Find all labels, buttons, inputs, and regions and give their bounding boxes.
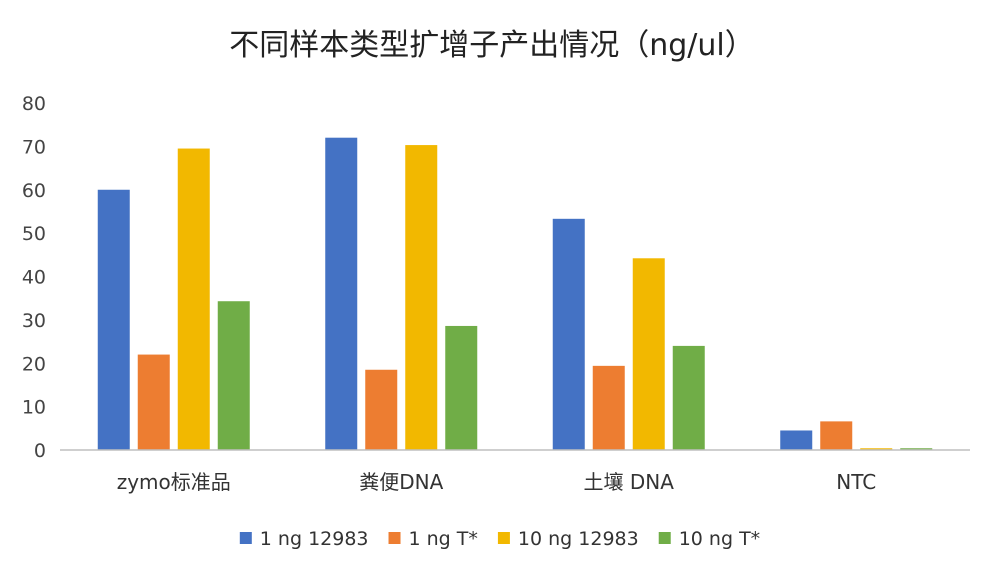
bar (672, 345, 705, 450)
legend-item: 1 ng T* (388, 528, 478, 550)
x-category-label: zymo标准品 (117, 470, 231, 494)
bar (137, 354, 170, 450)
bar (820, 421, 853, 450)
bar (445, 325, 478, 450)
x-category-label: 粪便DNA (359, 470, 443, 494)
legend-item: 10 ng T* (658, 528, 760, 550)
bar (780, 430, 813, 450)
y-tick-label: 50 (22, 223, 46, 245)
x-axis-labels: zymo标准品 粪便DNA 土壤 DNA NTC (117, 470, 877, 494)
y-tick-label: 0 (34, 440, 46, 462)
legend-swatch (239, 532, 252, 544)
chart-title: 不同样本类型扩增子产出情况（ng/ul） (229, 28, 755, 63)
legend-label: 10 ng 12983 (518, 528, 639, 550)
legend-item: 10 ng 12983 (497, 528, 639, 550)
y-tick-label: 80 (22, 93, 46, 115)
legend-swatch (497, 532, 510, 544)
x-category-label: NTC (836, 470, 876, 494)
legend-label: 1 ng 12983 (260, 528, 369, 550)
y-tick-label: 10 (22, 397, 46, 419)
bar (592, 365, 625, 450)
bar (325, 137, 358, 450)
bar (97, 189, 130, 450)
x-category-label: 土壤 DNA (584, 470, 675, 494)
legend-label: 10 ng T* (679, 528, 760, 550)
bar (632, 258, 665, 450)
y-tick-label: 20 (22, 353, 46, 375)
y-tick-label: 40 (22, 267, 46, 289)
y-tick-label: 30 (22, 310, 46, 332)
legend-label: 1 ng T* (409, 528, 478, 550)
y-tick-label: 60 (22, 180, 46, 202)
bar (860, 448, 893, 450)
bar (217, 301, 250, 450)
bar (405, 145, 438, 451)
bars (97, 137, 933, 451)
y-tick-label: 70 (22, 136, 46, 158)
y-axis-ticks: 0 10 20 30 40 50 60 70 80 (22, 93, 46, 462)
bar (365, 369, 398, 450)
legend-item: 1 ng 12983 (239, 528, 369, 550)
legend: 1 ng 12983 1 ng T* 10 ng 12983 10 ng T* (239, 528, 760, 550)
bar (177, 148, 210, 450)
bar (552, 218, 585, 450)
bar (900, 448, 933, 450)
legend-swatch (658, 532, 671, 544)
legend-swatch (388, 532, 401, 544)
